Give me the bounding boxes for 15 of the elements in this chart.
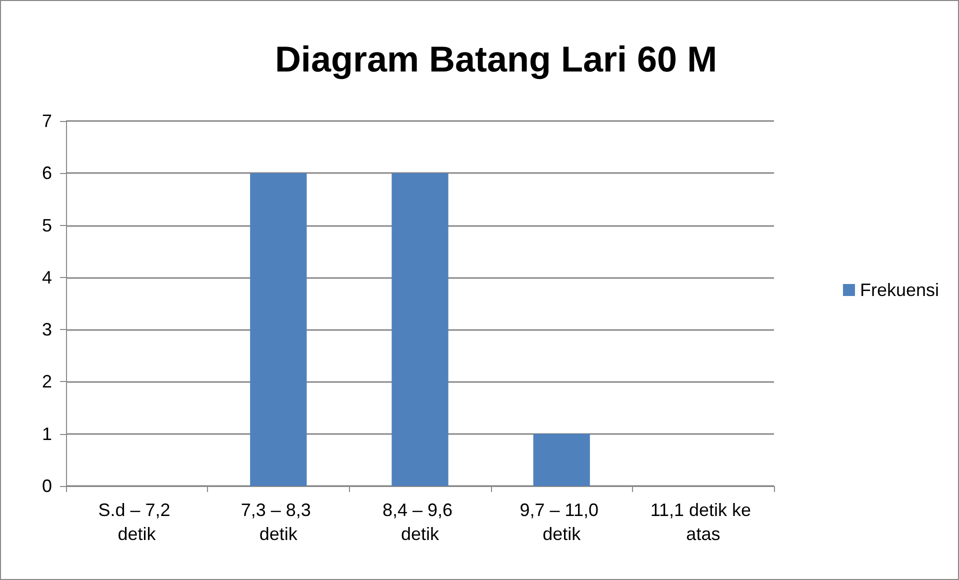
y-tick-label: 4 [42,267,52,288]
x-tick-label: S.d – 7,2 detik [98,500,176,544]
y-tick-label: 2 [42,372,52,392]
legend-label: Frekuensi [860,280,939,300]
x-tick-label: 11,1 detik ke atas [650,500,756,544]
x-tick-label: 8,4 – 9,6 detik [382,500,458,544]
y-tick-label: 3 [42,320,52,340]
chart-title: Diagram Batang Lari 60 M [274,38,718,80]
x-tick-label: 9,7 – 11,0 detik [520,500,604,544]
y-tick-label: 6 [42,163,52,184]
y-tick-label: 5 [42,215,52,236]
y-tick-label: 7 [42,111,52,131]
y-tick-label: 0 [42,476,52,496]
x-tick-label: 7,3 – 8,3 detik [240,500,316,544]
y-tick-label: 1 [42,424,52,444]
